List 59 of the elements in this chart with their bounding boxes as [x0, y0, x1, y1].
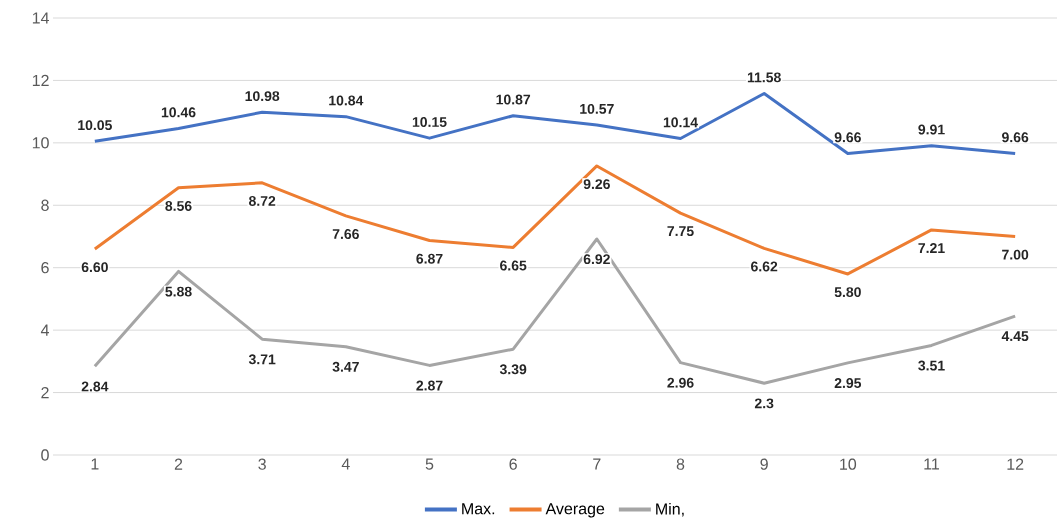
data-label: 10.84 [329, 95, 364, 106]
data-label: 3.51 [918, 360, 945, 371]
x-tick-label: 6 [509, 458, 517, 470]
x-tick-label: 4 [341, 458, 350, 470]
data-label: 10.98 [245, 91, 280, 102]
data-label: 2.84 [81, 381, 109, 392]
y-tick-label: 0 [41, 449, 49, 461]
x-tick-label: 3 [258, 458, 266, 470]
x-tick-label: 2 [174, 458, 183, 470]
x-tick-label: 7 [593, 458, 601, 470]
x-tick-label: 12 [1007, 458, 1024, 470]
data-label: 7.21 [918, 243, 945, 253]
legend-label: Min, [656, 502, 684, 517]
x-tick-label: 9 [760, 458, 768, 470]
data-label: 6.60 [81, 262, 108, 273]
data-label: 8.72 [248, 195, 276, 206]
y-tick-label: 12 [32, 74, 49, 87]
data-label: 9.66 [834, 132, 861, 143]
data-label: 10.14 [663, 117, 698, 128]
y-tick-label: 14 [32, 12, 49, 24]
data-label: 2.3 [754, 398, 774, 409]
data-label: 9.91 [918, 124, 945, 135]
data-label: 5.80 [834, 287, 861, 298]
data-label: 7.66 [332, 229, 359, 239]
data-label: 10.05 [78, 120, 112, 131]
data-label: 11.58 [747, 72, 781, 83]
data-label: 6.92 [583, 254, 610, 265]
data-label: 10.57 [580, 103, 614, 114]
data-label: 3.71 [248, 354, 276, 365]
y-tick-label: 10 [32, 137, 49, 149]
data-label: 3.39 [499, 364, 527, 375]
data-label: 3.47 [332, 361, 359, 372]
data-label: 2.95 [834, 378, 862, 389]
y-tick-label: 6 [41, 262, 49, 274]
data-label: 6.62 [751, 261, 778, 272]
y-tick-label: 2 [41, 386, 49, 399]
data-label: 2.96 [667, 377, 694, 388]
data-label: 7.00 [1002, 249, 1029, 260]
data-label: 9.26 [583, 179, 610, 190]
y-tick-label: 8 [41, 199, 49, 211]
x-tick-label: 1 [91, 458, 99, 470]
legend-label: Average [545, 503, 605, 518]
data-label: 2.87 [416, 380, 443, 391]
data-label: 7.75 [667, 226, 694, 237]
data-label: 10.46 [161, 107, 196, 118]
y-tick-label: 4 [40, 324, 49, 336]
x-tick-label: 10 [840, 458, 857, 470]
data-label: 6.87 [416, 253, 443, 264]
data-label: 5.88 [165, 286, 192, 297]
data-label: 9.66 [1002, 132, 1029, 143]
data-label: 4.45 [1001, 331, 1029, 342]
x-tick-label: 5 [425, 458, 434, 470]
data-label: 10.87 [496, 94, 531, 105]
data-label: 6.65 [500, 260, 527, 271]
data-label: 10.15 [412, 117, 447, 127]
data-label: 8.56 [165, 200, 192, 211]
x-tick-label: 11 [924, 458, 939, 470]
legend-label: Max. [462, 503, 495, 515]
x-tick-label: 8 [676, 458, 685, 470]
